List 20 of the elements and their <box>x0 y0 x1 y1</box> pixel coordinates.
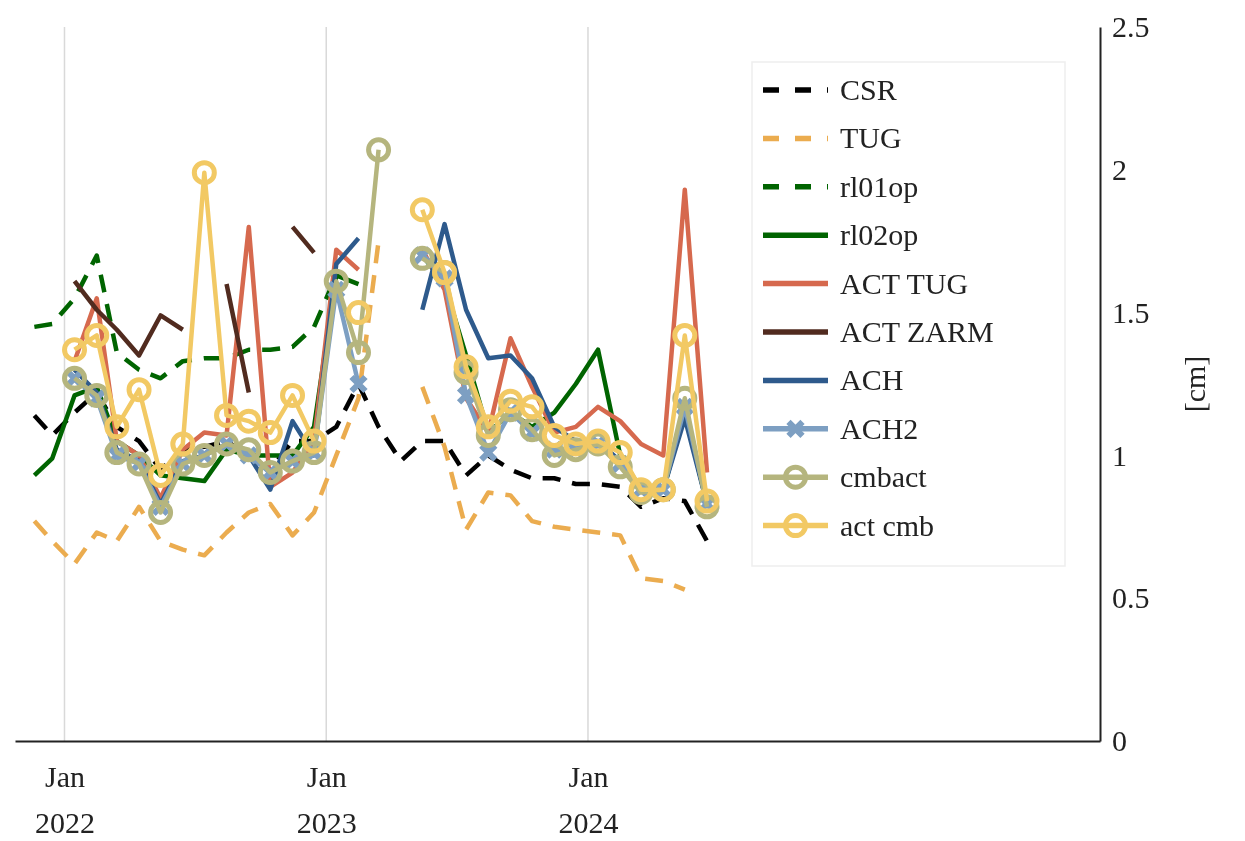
y-tick-label: 0.5 <box>1112 581 1150 615</box>
legend-label: act cmb <box>840 508 935 542</box>
legend-label: rl02op <box>840 218 919 252</box>
y-tick-label: 1 <box>1112 438 1127 472</box>
legend-label: ACH2 <box>840 411 919 445</box>
legend-label: ACT ZARM <box>840 315 994 348</box>
legend-label: CSR <box>840 73 897 106</box>
y-axis-title: [cm] <box>1178 355 1211 413</box>
x-tick-label: Jan 2024 <box>558 760 619 839</box>
y-tick-label: 2 <box>1112 152 1127 186</box>
y-tick-label: 1.5 <box>1112 295 1150 329</box>
legend-label: cmbact <box>840 460 928 494</box>
legend-label: TUG <box>840 121 902 155</box>
legend-label: rl01op <box>840 169 919 203</box>
legend-label: ACT TUG <box>840 266 969 300</box>
x-tick-label: Jan 2023 <box>296 760 357 839</box>
legend-label: ACH <box>840 363 904 397</box>
y-tick-label: 0 <box>1112 724 1127 758</box>
x-tick-label: Jan 2022 <box>34 760 95 839</box>
y-tick-label: 2.5 <box>1112 10 1150 44</box>
